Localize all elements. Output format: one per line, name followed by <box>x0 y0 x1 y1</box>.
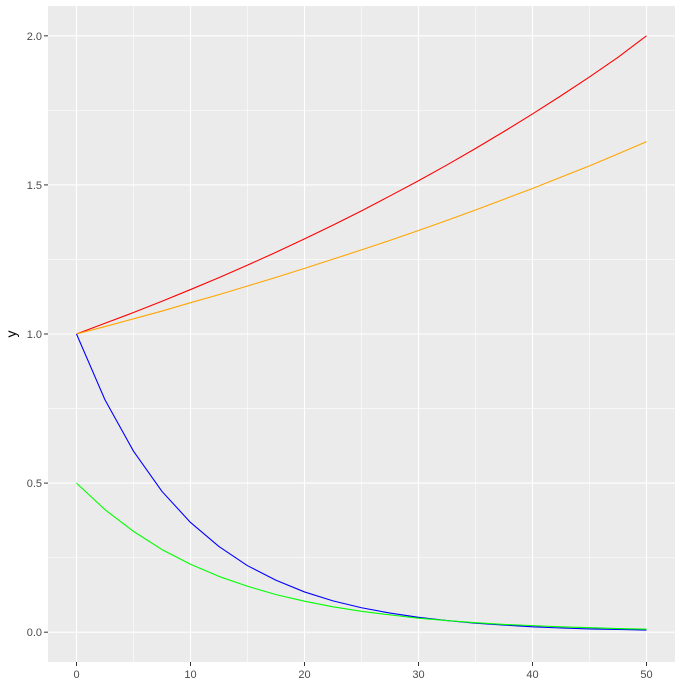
series-line-3 <box>75 333 647 631</box>
y-tick-label: 0.0 <box>27 627 42 639</box>
x-tick-label: 0 <box>73 669 79 681</box>
x-tick-label: 30 <box>412 669 424 681</box>
series-line-2 <box>76 141 647 335</box>
series-line-4 <box>76 482 647 630</box>
series-layer <box>75 35 647 631</box>
x-tick-label: 10 <box>184 669 196 681</box>
y-tick-label: 0.5 <box>27 478 42 490</box>
series-line-1 <box>76 35 647 335</box>
y-axis-title: y <box>3 331 19 338</box>
x-axis: 0 10 20 30 40 50 <box>73 662 653 681</box>
x-tick-label: 40 <box>526 669 538 681</box>
x-tick-label: 50 <box>640 669 652 681</box>
x-tick-label: 20 <box>298 669 310 681</box>
y-tick-label: 2.0 <box>27 31 42 43</box>
y-axis: 0.0 0.5 1.0 1.5 2.0 <box>27 31 48 639</box>
y-tick-label: 1.0 <box>27 329 42 341</box>
y-tick-label: 1.5 <box>27 180 42 192</box>
